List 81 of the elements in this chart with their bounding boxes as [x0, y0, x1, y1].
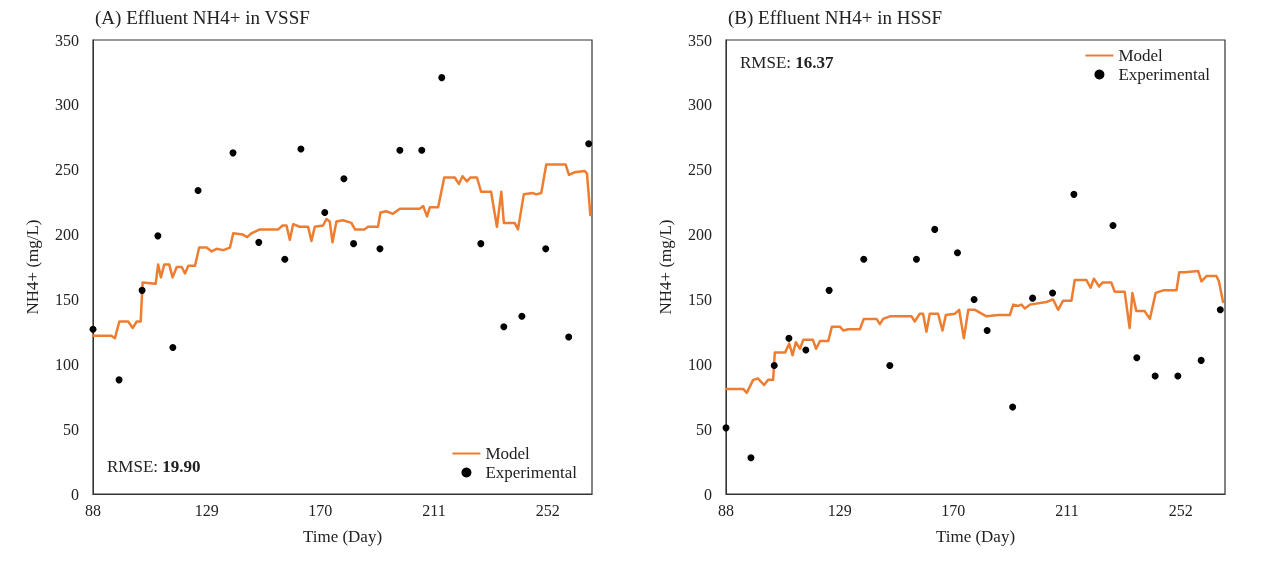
y-tick-label: 0 — [704, 485, 712, 503]
point — [396, 146, 404, 154]
point — [169, 343, 177, 351]
x-axis-title: Time (Day) — [302, 527, 383, 546]
y-tick-label: 300 — [55, 96, 79, 114]
point — [747, 454, 755, 462]
point — [89, 325, 97, 333]
y-tick-label: 200 — [688, 226, 712, 244]
point — [438, 74, 446, 82]
point — [376, 245, 384, 253]
y-tick-label: 250 — [55, 161, 79, 179]
x-axis-title: Time (Day) — [935, 527, 1016, 546]
point — [970, 295, 978, 303]
point — [565, 333, 573, 341]
chart-title: (A) Effluent NH4+ in VSSF — [95, 7, 310, 29]
point — [825, 286, 833, 294]
point — [321, 209, 329, 217]
point — [860, 255, 868, 263]
point — [1049, 289, 1057, 297]
x-tick-label: 252 — [1168, 501, 1193, 519]
y-tick-label: 150 — [688, 290, 712, 308]
legend-label: Experimental — [485, 463, 578, 482]
x-tick-label: 88 — [85, 501, 101, 519]
y-tick-label: 350 — [688, 31, 712, 49]
point — [1174, 372, 1182, 380]
point — [194, 186, 202, 194]
annotation: RMSE: 19.90 — [107, 457, 201, 476]
y-axis-title: NH4+ (mg/L) — [23, 219, 42, 315]
annotation: RMSE: 16.37 — [740, 53, 835, 72]
point — [1133, 354, 1141, 362]
point — [785, 334, 793, 342]
line-series — [91, 163, 592, 340]
point — [154, 232, 162, 240]
x-tick-label: 88 — [718, 501, 734, 519]
point — [255, 238, 263, 246]
point — [518, 312, 526, 320]
y-tick-label: 200 — [55, 226, 79, 244]
x-tick-label: 211 — [1055, 501, 1079, 519]
point — [931, 225, 939, 233]
point — [953, 249, 961, 257]
point — [418, 146, 426, 154]
point — [138, 286, 146, 294]
x-tick-label: 211 — [422, 501, 446, 519]
point — [1070, 190, 1078, 198]
point — [912, 255, 920, 263]
y-tick-label: 250 — [688, 161, 712, 179]
point — [1197, 356, 1205, 364]
point — [477, 240, 485, 248]
point — [1109, 221, 1117, 229]
point — [542, 245, 550, 253]
legend-label: Model — [1118, 46, 1164, 65]
legend-label: Experimental — [1118, 65, 1211, 84]
x-tick-label: 129 — [827, 501, 852, 519]
point — [1029, 294, 1037, 302]
point — [886, 362, 894, 370]
y-axis-title: NH4+ (mg/L) — [656, 219, 675, 315]
point — [770, 362, 778, 370]
point — [340, 175, 348, 183]
point — [350, 240, 358, 248]
y-tick-label: 50 — [696, 420, 712, 438]
y-tick-label: 350 — [55, 31, 79, 49]
y-tick-label: 150 — [55, 290, 79, 308]
x-tick-label: 170 — [308, 501, 333, 519]
point — [1009, 403, 1017, 411]
point — [983, 327, 991, 335]
y-tick-label: 0 — [71, 485, 79, 503]
point — [500, 323, 508, 331]
y-tick-label: 300 — [688, 96, 712, 114]
point — [585, 140, 593, 148]
x-tick-label: 129 — [194, 501, 219, 519]
chart-title: (B) Effluent NH4+ in HSSF — [728, 7, 943, 29]
x-tick-label: 170 — [941, 501, 966, 519]
y-tick-label: 100 — [688, 355, 712, 373]
y-tick-label: 100 — [55, 355, 79, 373]
legend-label: Model — [485, 444, 531, 463]
point — [281, 255, 289, 263]
line-series — [724, 269, 1225, 395]
y-tick-label: 50 — [63, 420, 79, 438]
point — [1216, 306, 1224, 314]
x-tick-label: 252 — [535, 501, 560, 519]
point — [115, 376, 123, 384]
